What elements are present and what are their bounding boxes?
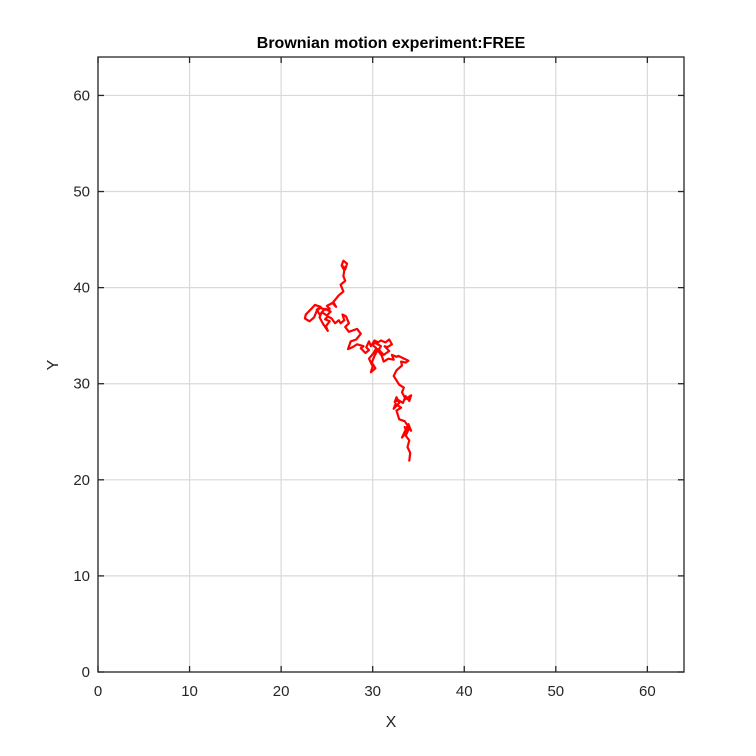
trajectory-series: [303, 259, 413, 462]
y-tick-label: 20: [73, 472, 90, 489]
x-tick-label: 0: [94, 683, 102, 700]
y-tick-label: 10: [73, 568, 90, 585]
trajectory-line: [303, 259, 413, 462]
x-tick-label: 40: [456, 683, 473, 700]
x-tick-label: 20: [273, 683, 290, 700]
y-tick-label: 60: [73, 87, 90, 104]
x-tick-label: 60: [639, 683, 656, 700]
x-tick-labels: 0 10 20 30 40 50 60: [94, 683, 656, 700]
y-tick-label: 30: [73, 376, 90, 393]
x-tick-label: 30: [364, 683, 381, 700]
tick-marks: [97, 57, 684, 673]
y-axis-label: Y: [45, 359, 62, 370]
x-axis-label: X: [386, 714, 397, 731]
y-tick-label: 0: [82, 664, 90, 681]
chart-title: Brownian motion experiment:FREE: [257, 35, 526, 52]
x-tick-label: 50: [547, 683, 564, 700]
y-tick-label: 40: [73, 280, 90, 297]
plot-area: [98, 57, 684, 672]
y-tick-labels: 0 10 20 30 40 50 60: [73, 87, 90, 681]
y-tick-label: 50: [73, 184, 90, 201]
x-tick-label: 10: [181, 683, 198, 700]
axes-box: [97, 56, 685, 673]
